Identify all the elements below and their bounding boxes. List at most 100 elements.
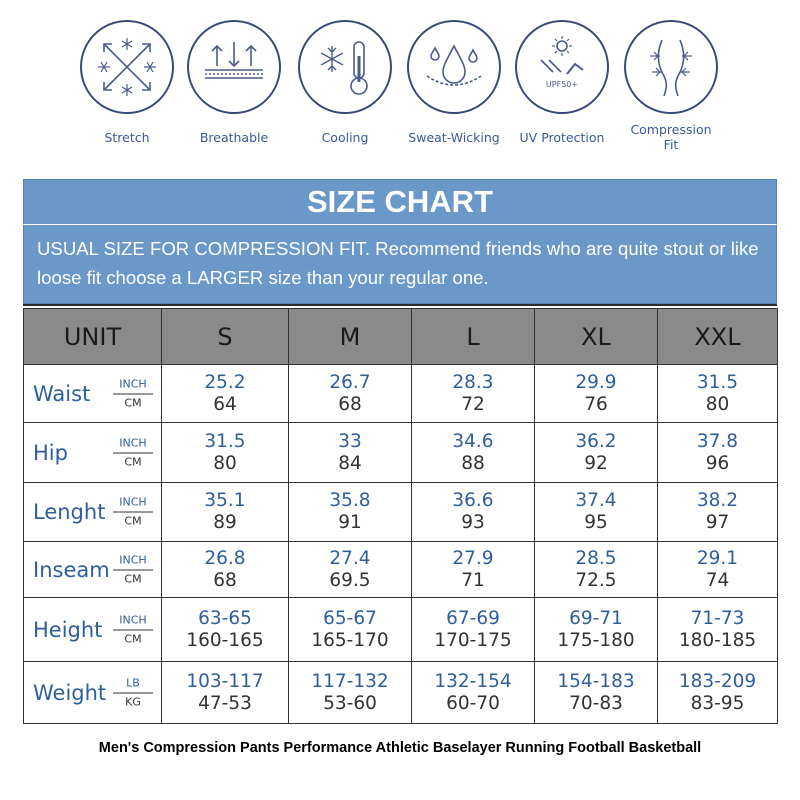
size-table-body: Waist INCH CM 25.2 64 26.7 68 28.3 72 29.9 76 31.5 8… — [23, 364, 778, 724]
primary-unit: LB — [113, 676, 153, 693]
size-value-cell: 71-73 180-185 — [657, 597, 778, 662]
product-caption: Men's Compression Pants Performance Athl… — [98, 740, 702, 756]
primary-value: 63-65 — [198, 607, 252, 629]
secondary-unit: CM — [124, 396, 142, 409]
primary-value: 34.6 — [452, 430, 494, 452]
size-value-cell: 35.8 91 — [288, 482, 412, 542]
feature-icons-row: Stretch Breathable — [0, 0, 800, 170]
size-value-cell: 31.5 80 — [161, 422, 289, 483]
secondary-value: 84 — [338, 452, 362, 474]
uv-protection-icon: UPF50+ — [515, 20, 609, 114]
primary-value: 35.8 — [329, 490, 371, 511]
table-row: Weight LB KG 103-117 47-53 117-132 53-60 132-15… — [23, 661, 778, 724]
size-value-cell: 29.1 74 — [657, 541, 778, 598]
secondary-value: 76 — [584, 393, 608, 415]
primary-value: 71-73 — [690, 607, 745, 629]
primary-value: 154-183 — [557, 670, 635, 692]
size-value-cell: 69-71 175-180 — [534, 597, 658, 662]
secondary-value: 53-60 — [323, 692, 377, 714]
measurement-name: Hip — [33, 440, 68, 465]
measurement-name: Waist — [33, 381, 91, 406]
secondary-value: 83-95 — [690, 692, 745, 714]
secondary-value: 68 — [338, 393, 362, 415]
size-value-cell: 34.6 88 — [411, 422, 535, 483]
secondary-value: 160-165 — [186, 629, 264, 651]
size-value-cell: 28.5 72.5 — [534, 541, 658, 598]
feature-sweat-wicking: Sweat-Wicking — [398, 20, 510, 145]
feature-stretch: Stretch — [71, 20, 183, 145]
secondary-value: 72.5 — [575, 569, 617, 591]
secondary-value: 89 — [213, 512, 237, 533]
table-row: Height INCH CM 63-65 160-165 65-67 165-170 67-6… — [23, 597, 778, 662]
measurement-name: Weight — [33, 680, 107, 705]
unit-fraction: LB KG — [113, 676, 153, 709]
header-size-m: M — [288, 308, 412, 365]
primary-value: 33 — [338, 430, 362, 452]
size-value-cell: 36.6 93 — [411, 482, 535, 542]
header-size-l: L — [411, 308, 535, 365]
table-row: Inseam INCH CM 26.8 68 27.4 69.5 27.9 71 28.5 72.5… — [23, 541, 778, 598]
primary-value: 36.6 — [452, 490, 494, 511]
upf-badge: UPF50+ — [546, 80, 578, 89]
size-value-cell: 37.4 95 — [534, 482, 658, 542]
feature-compression-fit: Compression Fit — [615, 20, 727, 152]
cooling-icon — [298, 20, 392, 114]
secondary-value: 70-83 — [569, 692, 623, 714]
size-value-cell: 27.9 71 — [411, 541, 535, 598]
primary-value: 37.8 — [696, 430, 739, 452]
size-value-cell: 67-69 170-175 — [411, 597, 535, 662]
unit-fraction: INCH CM — [113, 377, 153, 410]
size-table: UNIT S M L XL XXL Waist INCH CM 25.2 64 26.7 6… — [23, 308, 778, 724]
breathable-icon — [187, 20, 281, 114]
secondary-value: 47-53 — [198, 692, 252, 714]
table-row: Hip INCH CM 31.5 80 33 84 34.6 88 36.2 92 37.8 96 — [23, 422, 778, 483]
feature-cooling: Cooling — [289, 20, 401, 145]
size-chart-note: USUAL SIZE FOR COMPRESSION FIT. Recommen… — [37, 238, 759, 288]
secondary-value: 165-170 — [311, 629, 389, 651]
secondary-unit: CM — [124, 572, 142, 585]
size-value-cell: 154-183 70-83 — [534, 661, 658, 724]
secondary-value: 69.5 — [329, 569, 371, 591]
size-value-cell: 103-117 47-53 — [161, 661, 289, 724]
size-value-cell: 63-65 160-165 — [161, 597, 289, 662]
size-value-cell: 65-67 165-170 — [288, 597, 412, 662]
primary-value: 28.5 — [575, 547, 617, 569]
compression-fit-icon — [624, 20, 718, 114]
secondary-value: 92 — [584, 452, 608, 474]
unit-fraction: INCH CM — [113, 436, 153, 469]
primary-unit: INCH — [113, 436, 153, 453]
header-size-xxl: XXL — [657, 308, 778, 365]
size-value-cell: 27.4 69.5 — [288, 541, 412, 598]
primary-unit: INCH — [113, 553, 153, 570]
secondary-value: 91 — [338, 512, 362, 533]
primary-value: 117-132 — [311, 670, 389, 692]
measurement-cell: Weight LB KG — [23, 661, 162, 724]
secondary-unit: CM — [124, 514, 142, 528]
measurement-name: Height — [33, 617, 103, 642]
secondary-value: 64 — [213, 393, 237, 415]
size-value-cell: 26.7 68 — [288, 364, 412, 423]
size-chart: SIZE CHART USUAL SIZE FOR COMPRESSION FI… — [23, 179, 778, 724]
header-size-s: S — [161, 308, 289, 365]
secondary-value: 170-175 — [434, 629, 512, 651]
size-value-cell: 26.8 68 — [161, 541, 289, 598]
feature-uv-protection: UPF50+ UV Protection — [506, 20, 618, 145]
primary-unit: INCH — [113, 496, 153, 513]
primary-value: 28.3 — [452, 371, 494, 393]
secondary-unit: CM — [124, 632, 142, 645]
size-chart-banner: SIZE CHART USUAL SIZE FOR COMPRESSION FI… — [23, 179, 777, 306]
feature-breathable: Breathable — [178, 20, 290, 145]
unit-fraction: INCH CM — [113, 553, 153, 586]
feature-label: Stretch — [104, 130, 150, 145]
primary-value: 31.5 — [204, 430, 246, 452]
primary-value: 25.2 — [204, 371, 246, 393]
primary-value: 26.8 — [204, 547, 246, 569]
primary-value: 29.9 — [575, 371, 617, 393]
secondary-value: 71 — [461, 569, 485, 591]
primary-value: 35.1 — [204, 490, 246, 511]
primary-value: 183-209 — [678, 670, 757, 692]
unit-fraction: INCH CM — [113, 613, 153, 646]
primary-value: 132-154 — [434, 670, 512, 692]
size-value-cell: 132-154 60-70 — [411, 661, 535, 724]
primary-value: 27.9 — [452, 547, 494, 569]
